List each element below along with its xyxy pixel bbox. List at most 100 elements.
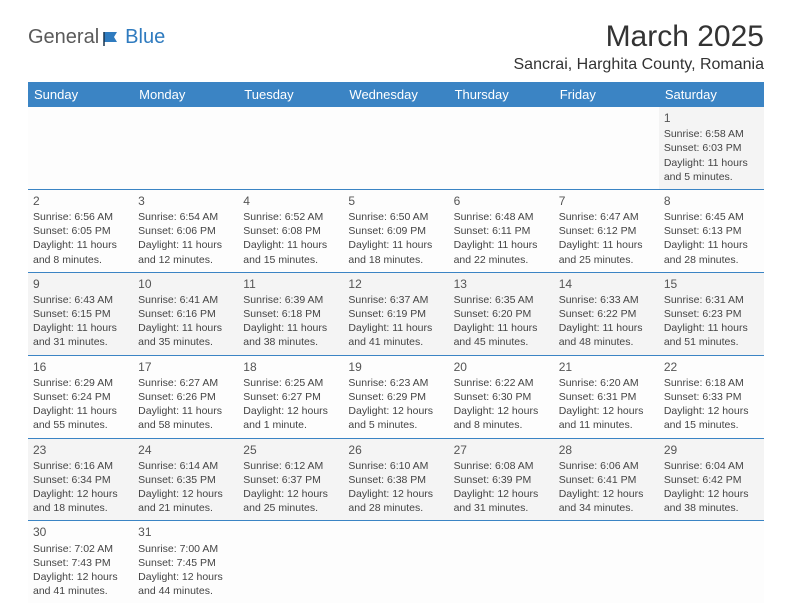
sunrise-text: Sunrise: 6:56 AM [33,210,128,224]
day-number: 17 [138,359,233,375]
day-number: 25 [243,442,338,458]
sunrise-text: Sunrise: 6:50 AM [348,210,443,224]
daylight-text: Daylight: 12 hours and 41 minutes. [33,570,128,598]
day-number: 10 [138,276,233,292]
calendar-cell: 8Sunrise: 6:45 AMSunset: 6:13 PMDaylight… [659,189,764,272]
calendar-cell: 26Sunrise: 6:10 AMSunset: 6:38 PMDayligh… [343,438,448,521]
sunset-text: Sunset: 6:09 PM [348,224,443,238]
daylight-text: Daylight: 11 hours and 5 minutes. [664,156,759,184]
sunset-text: Sunset: 6:18 PM [243,307,338,321]
day-number: 15 [664,276,759,292]
sunset-text: Sunset: 6:26 PM [138,390,233,404]
calendar-cell [133,107,238,189]
day-number: 29 [664,442,759,458]
sunrise-text: Sunrise: 6:31 AM [664,293,759,307]
title-block: March 2025 Sancrai, Harghita County, Rom… [514,20,765,74]
calendar-cell: 13Sunrise: 6:35 AMSunset: 6:20 PMDayligh… [449,272,554,355]
sunset-text: Sunset: 6:30 PM [454,390,549,404]
daylight-text: Daylight: 12 hours and 18 minutes. [33,487,128,515]
location-text: Sancrai, Harghita County, Romania [514,56,765,74]
sunrise-text: Sunrise: 6:10 AM [348,459,443,473]
sunset-text: Sunset: 7:43 PM [33,556,128,570]
day-number: 3 [138,193,233,209]
day-header: Friday [554,82,659,107]
sunrise-text: Sunrise: 6:08 AM [454,459,549,473]
sunrise-text: Sunrise: 6:06 AM [559,459,654,473]
sunrise-text: Sunrise: 6:29 AM [33,376,128,390]
calendar-cell [659,521,764,603]
sunrise-text: Sunrise: 6:16 AM [33,459,128,473]
sunset-text: Sunset: 6:20 PM [454,307,549,321]
sunset-text: Sunset: 6:24 PM [33,390,128,404]
calendar-cell: 3Sunrise: 6:54 AMSunset: 6:06 PMDaylight… [133,189,238,272]
calendar-cell [554,521,659,603]
day-number: 16 [33,359,128,375]
calendar-cell: 12Sunrise: 6:37 AMSunset: 6:19 PMDayligh… [343,272,448,355]
day-number: 30 [33,524,128,540]
daylight-text: Daylight: 11 hours and 18 minutes. [348,238,443,266]
calendar-cell: 18Sunrise: 6:25 AMSunset: 6:27 PMDayligh… [238,355,343,438]
sunrise-text: Sunrise: 6:04 AM [664,459,759,473]
sunrise-text: Sunrise: 6:43 AM [33,293,128,307]
daylight-text: Daylight: 11 hours and 25 minutes. [559,238,654,266]
sunset-text: Sunset: 6:42 PM [664,473,759,487]
sunrise-text: Sunrise: 7:00 AM [138,542,233,556]
sunset-text: Sunset: 6:03 PM [664,141,759,155]
daylight-text: Daylight: 11 hours and 35 minutes. [138,321,233,349]
day-header: Tuesday [238,82,343,107]
sunset-text: Sunset: 6:15 PM [33,307,128,321]
calendar-cell: 28Sunrise: 6:06 AMSunset: 6:41 PMDayligh… [554,438,659,521]
calendar-cell: 5Sunrise: 6:50 AMSunset: 6:09 PMDaylight… [343,189,448,272]
day-number: 12 [348,276,443,292]
calendar-week: 16Sunrise: 6:29 AMSunset: 6:24 PM Dayligh… [28,355,764,438]
daylight-text: Daylight: 11 hours and 15 minutes. [243,238,338,266]
calendar-cell: 15Sunrise: 6:31 AMSunset: 6:23 PMDayligh… [659,272,764,355]
sunset-text: Sunset: 6:31 PM [559,390,654,404]
sunset-text: Sunset: 6:27 PM [243,390,338,404]
sunrise-text: Sunrise: 6:58 AM [664,127,759,141]
day-header: Sunday [28,82,133,107]
sunrise-text: Sunrise: 6:45 AM [664,210,759,224]
calendar-cell [343,521,448,603]
calendar-week: 30Sunrise: 7:02 AMSunset: 7:43 PMDayligh… [28,521,764,603]
sunrise-text: Sunrise: 6:48 AM [454,210,549,224]
sunrise-text: Sunrise: 6:52 AM [243,210,338,224]
sunset-text: Sunset: 6:22 PM [559,307,654,321]
calendar-cell: 10Sunrise: 6:41 AMSunset: 6:16 PMDayligh… [133,272,238,355]
daylight-text: Daylight: 12 hours and 5 minutes. [348,404,443,432]
logo-text-general: General [28,26,99,49]
calendar-cell: 30Sunrise: 7:02 AMSunset: 7:43 PMDayligh… [28,521,133,603]
sunrise-text: Sunrise: 6:18 AM [664,376,759,390]
day-header: Wednesday [343,82,448,107]
daylight-text: Daylight: 11 hours and 38 minutes. [243,321,338,349]
logo: General Blue [28,20,165,49]
day-number: 8 [664,193,759,209]
day-number: 2 [33,193,128,209]
calendar-cell: 31Sunrise: 7:00 AMSunset: 7:45 PMDayligh… [133,521,238,603]
calendar-cell [28,107,133,189]
day-number: 28 [559,442,654,458]
sunrise-text: Sunrise: 6:54 AM [138,210,233,224]
sunrise-text: Sunrise: 6:23 AM [348,376,443,390]
calendar-week: 9Sunrise: 6:43 AMSunset: 6:15 PMDaylight… [28,272,764,355]
daylight-text: Daylight: 11 hours and 31 minutes. [33,321,128,349]
calendar-cell: 19Sunrise: 6:23 AMSunset: 6:29 PMDayligh… [343,355,448,438]
sunrise-text: Sunrise: 6:47 AM [559,210,654,224]
sunset-text: Sunset: 6:05 PM [33,224,128,238]
logo-text-blue: Blue [125,26,165,49]
daylight-text: Daylight: 11 hours and 41 minutes. [348,321,443,349]
day-number: 20 [454,359,549,375]
flag-icon [103,30,123,46]
sunrise-text: Sunrise: 6:39 AM [243,293,338,307]
sunset-text: Sunset: 6:11 PM [454,224,549,238]
daylight-text: Daylight: 11 hours and 12 minutes. [138,238,233,266]
sunrise-text: Sunrise: 6:27 AM [138,376,233,390]
day-header: Monday [133,82,238,107]
calendar-body: 1Sunrise: 6:58 AMSunset: 6:03 PMDaylight… [28,107,764,603]
sunset-text: Sunset: 6:19 PM [348,307,443,321]
month-title: March 2025 [514,20,765,54]
day-number: 13 [454,276,549,292]
calendar-cell: 27Sunrise: 6:08 AMSunset: 6:39 PMDayligh… [449,438,554,521]
calendar-cell: 24Sunrise: 6:14 AMSunset: 6:35 PMDayligh… [133,438,238,521]
calendar-cell [238,107,343,189]
